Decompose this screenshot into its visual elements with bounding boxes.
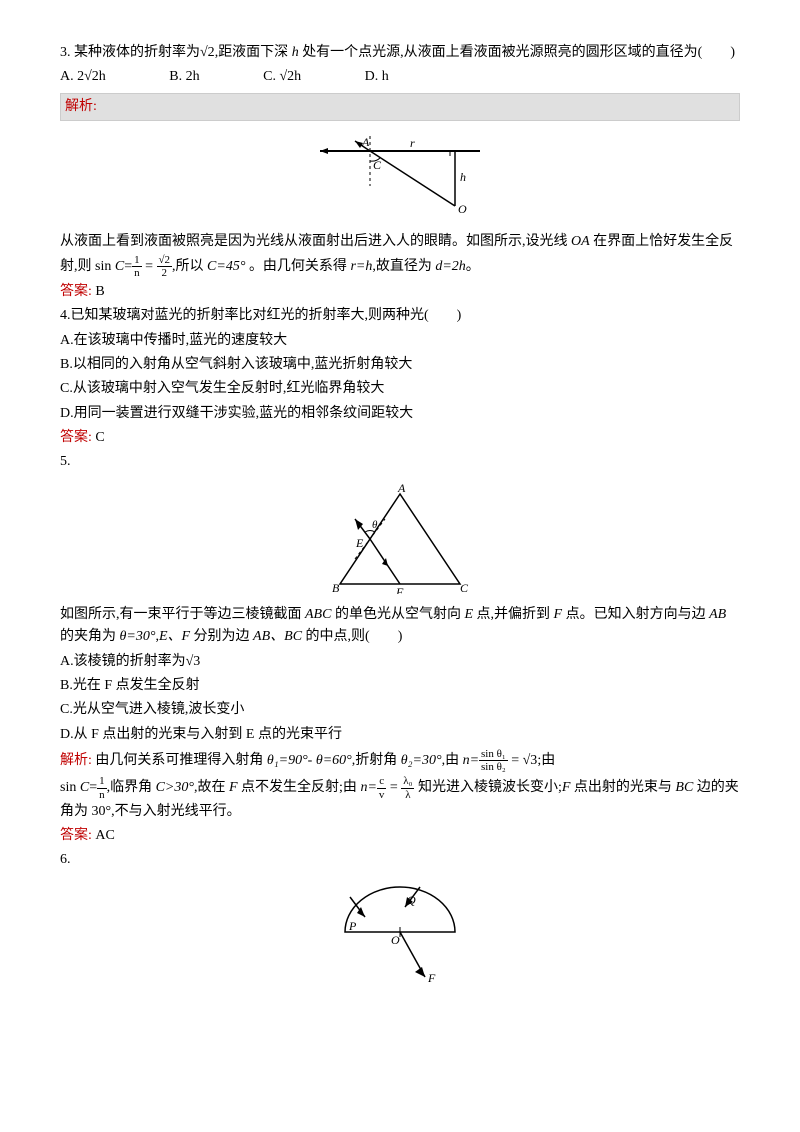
svg-text:θ: θ xyxy=(372,519,378,531)
q5-solution: 解析: 由几何关系可推理得入射角 θ₁=90°- θ=60°,折射角 θ₂=30… xyxy=(60,748,740,773)
q5-opt-b: B.光在 F 点发生全反射 xyxy=(60,675,740,697)
q3-num: 3. xyxy=(60,45,71,60)
svg-text:O: O xyxy=(391,933,400,947)
q3-answer: 答案: B xyxy=(60,281,740,303)
q3-opt-a: A. 2√2h xyxy=(60,66,106,88)
q5-opt-d: D.从 F 点出射的光束与入射到 E 点的光束平行 xyxy=(60,724,740,746)
svg-text:A: A xyxy=(361,135,370,149)
svg-text:P: P xyxy=(348,919,357,933)
svg-text:C: C xyxy=(460,581,469,594)
svg-text:Q: Q xyxy=(407,893,416,907)
q5-text: 如图所示,有一束平行于等边三棱镜截面 ABC 的单色光从空气射向 E 点,并偏折… xyxy=(60,604,740,649)
q6-num: 6. xyxy=(60,849,740,871)
svg-text:r: r xyxy=(410,136,415,150)
q4-opt-d: D.用同一装置进行双缝干涉实验,蓝光的相邻条纹间距较大 xyxy=(60,403,740,425)
q3-solution-label: 解析: xyxy=(60,93,740,121)
q3-figure: A C r h O xyxy=(60,131,740,221)
q3-opt-c: C. √2h xyxy=(263,66,301,88)
q5-num: 5. xyxy=(60,451,740,473)
q4-opt-c: C.从该玻璃中射入空气发生全反射时,红光临界角较大 xyxy=(60,378,740,400)
q5-solution-cont: sin C=1n,临界角 C>30°,故在 F 点不发生全反射;由 n=cv =… xyxy=(60,775,740,823)
q5-opt-a: A.该棱镜的折射率为√3 xyxy=(60,651,740,673)
svg-text:F: F xyxy=(427,971,436,985)
svg-text:B: B xyxy=(332,581,340,594)
q6-figure: P Q O F xyxy=(60,882,740,1002)
q3-opt-b: B. 2h xyxy=(169,66,199,88)
q3-opt-d: D. h xyxy=(365,66,389,88)
q4-text: 4.已知某玻璃对蓝光的折射率比对红光的折射率大,则两种光( ) xyxy=(60,305,740,327)
q4-num: 4. xyxy=(60,308,71,323)
q5-figure: A B C E F θ xyxy=(60,484,740,594)
q3-text: 3. 某种液体的折射率为√2,距液面下深 h 处有一个点光源,从液面上看液面被光… xyxy=(60,42,740,64)
q3-solution: 从液面上看到液面被照亮是因为光线从液面射出后进入人的眼睛。如图所示,设光线 OA… xyxy=(60,231,740,279)
q5-answer: 答案: AC xyxy=(60,825,740,847)
q3-options: A. 2√2h B. 2h C. √2h D. h xyxy=(60,66,740,88)
q4-opt-b: B.以相同的入射角从空气斜射入该玻璃中,蓝光折射角较大 xyxy=(60,354,740,376)
q5-opt-c: C.光从空气进入棱镜,波长变小 xyxy=(60,699,740,721)
q4-answer: 答案: C xyxy=(60,427,740,449)
svg-text:h: h xyxy=(460,170,466,184)
svg-text:C: C xyxy=(373,158,382,172)
svg-text:O: O xyxy=(458,202,467,216)
svg-text:E: E xyxy=(355,536,364,550)
svg-text:F: F xyxy=(395,585,404,594)
q4-opt-a: A.在该玻璃中传播时,蓝光的速度较大 xyxy=(60,330,740,352)
svg-text:A: A xyxy=(397,484,406,495)
